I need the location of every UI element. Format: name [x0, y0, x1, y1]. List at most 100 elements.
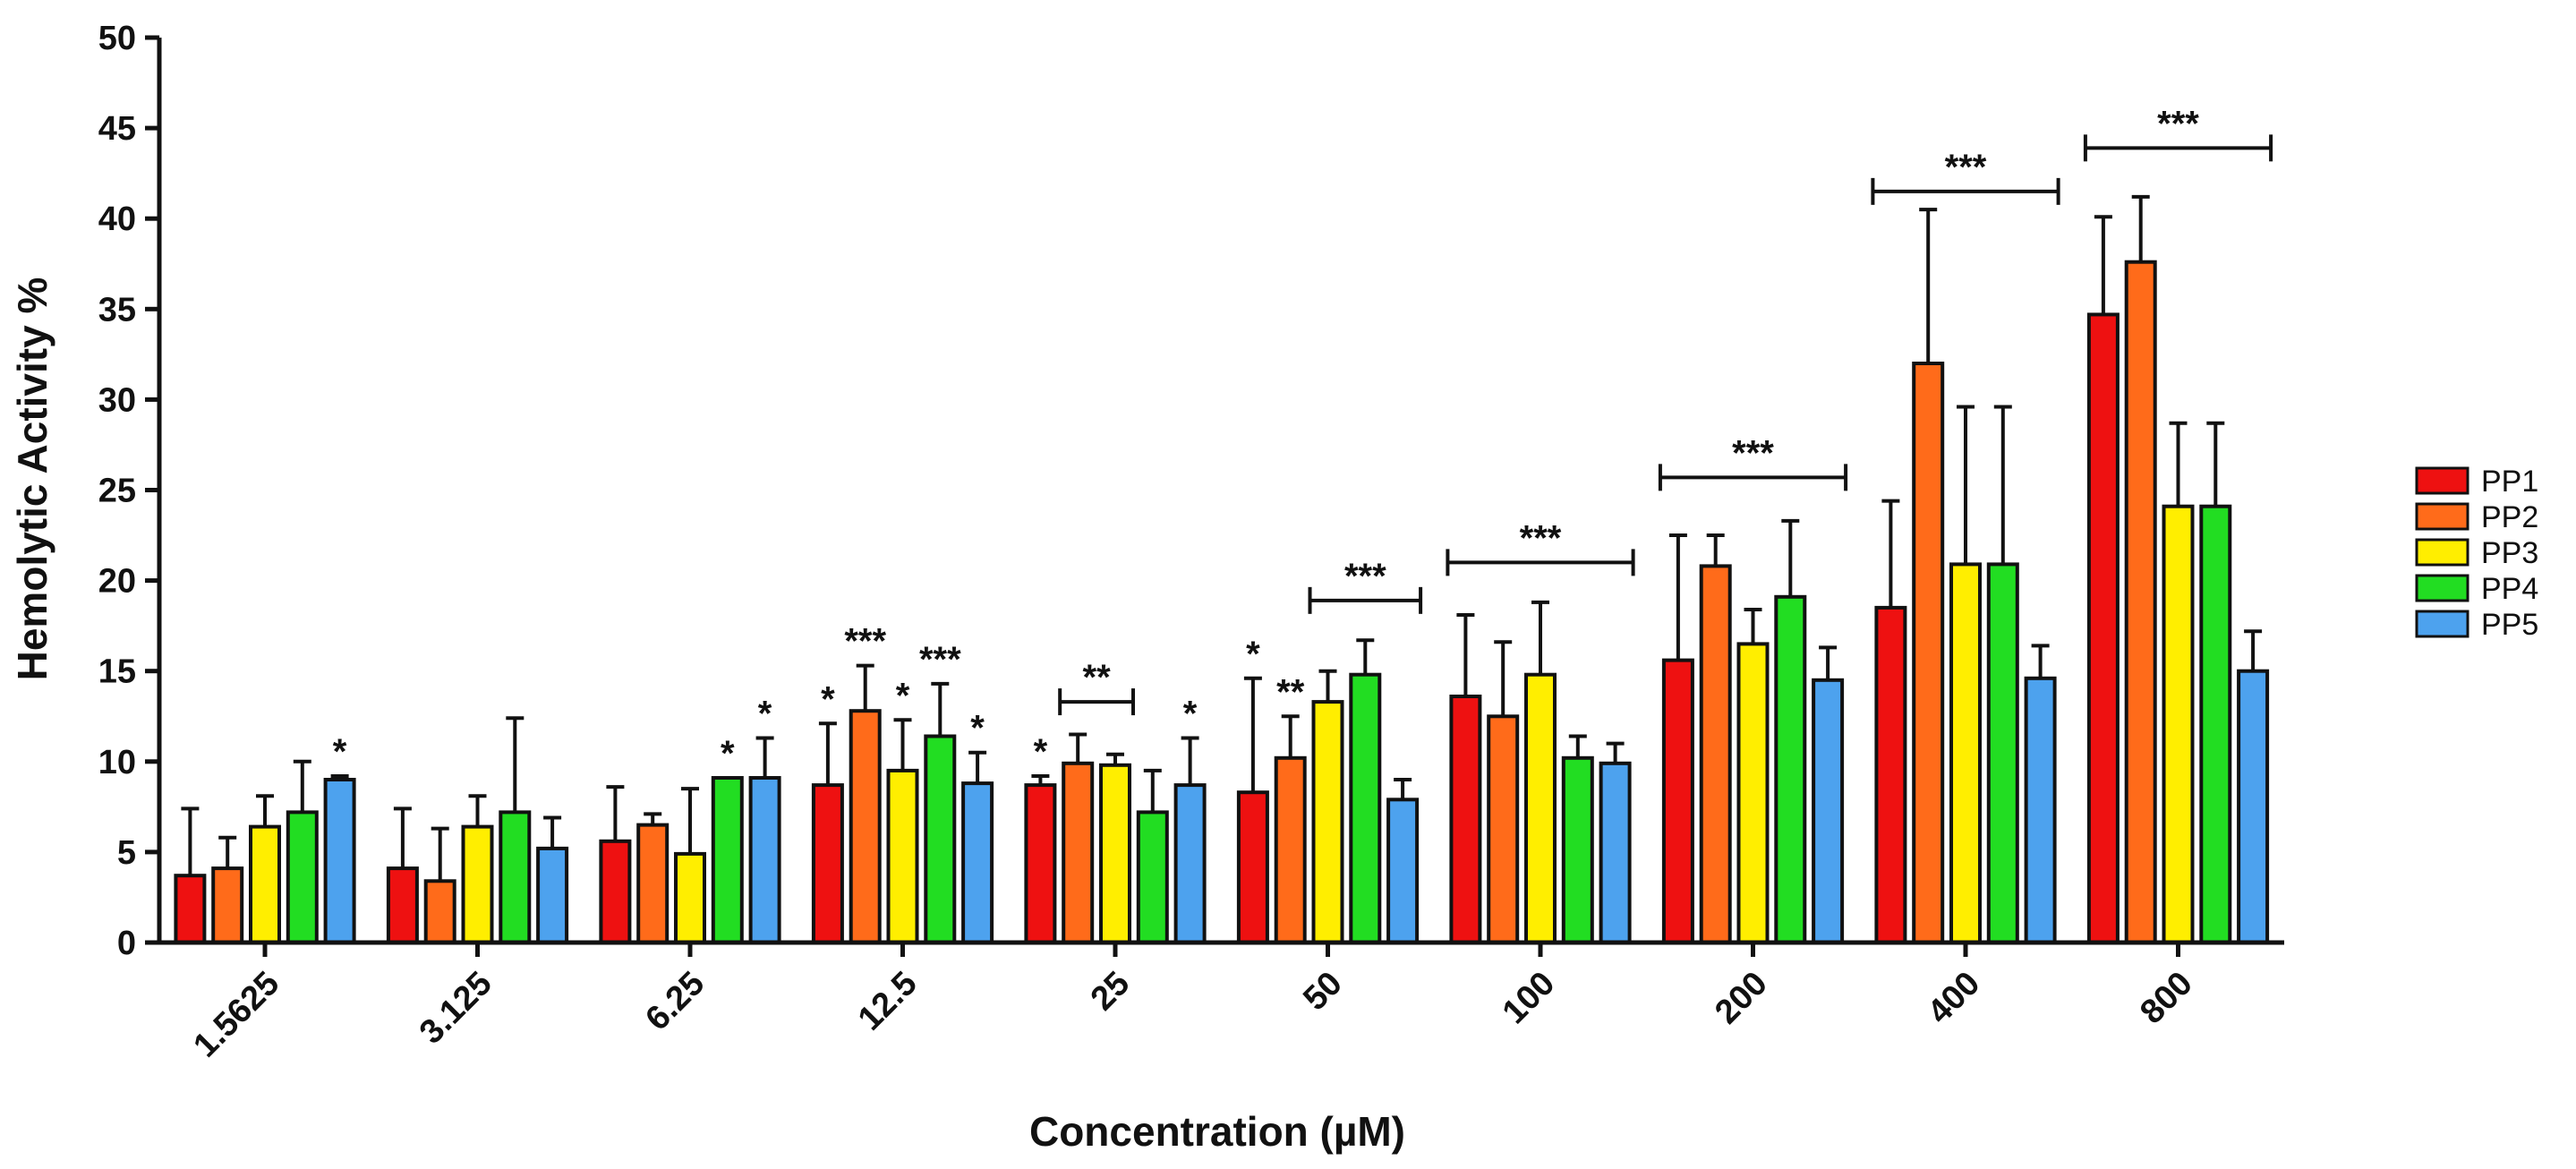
x-tick-label-200: 200: [1708, 965, 1775, 1032]
y-tick-label-15: 15: [98, 653, 136, 691]
legend-item-pp2: PP2: [2415, 500, 2538, 534]
bracket-label: ***: [1344, 557, 1386, 596]
bar-pp1-25: [1024, 783, 1057, 944]
bars-layer: [174, 260, 2270, 945]
y-tick-label-30: 30: [98, 381, 136, 419]
bar-pp4-50: [1349, 672, 1382, 944]
x-tick-label-50: 50: [1296, 965, 1350, 1019]
y-tick-label-25: 25: [98, 473, 136, 510]
bar-pp3-800: [2162, 504, 2195, 944]
x-tick-label-12.5: 12.5: [851, 965, 925, 1038]
bar-pp4-800: [2199, 504, 2232, 944]
significance-bracket-100: ***: [1446, 518, 1635, 576]
legend-label-pp1: PP1: [2481, 465, 2538, 499]
legend-label-pp3: PP3: [2481, 536, 2538, 570]
y-tick-label-50: 50: [98, 20, 136, 57]
significance-bracket-50: ***: [1308, 557, 1423, 614]
bar-pp5-50: [1386, 798, 1420, 944]
bar-pp1-3.125: [386, 866, 419, 944]
x-tick-label-1.5625: 1.5625: [186, 965, 286, 1065]
bracket-label: ***: [1732, 433, 1774, 473]
bar-pp1-200: [1661, 658, 1694, 944]
significance-marker-pp1-25: *: [1034, 732, 1048, 772]
bar-pp4-6.25: [711, 776, 744, 944]
legend-label-pp2: PP2: [2481, 500, 2538, 534]
bar-pp2-25: [1062, 761, 1095, 944]
bar-pp3-25: [1099, 763, 1131, 944]
bar-pp2-1.5625: [211, 866, 244, 944]
bar-pp1-400: [1874, 605, 1907, 945]
bar-pp5-3.125: [536, 846, 569, 945]
error-bars-layer: [181, 194, 2263, 882]
bar-pp1-1.5625: [174, 874, 207, 945]
significance-marker-pp1-12.5: *: [821, 679, 835, 719]
significance-bracket-400: ***: [1871, 148, 2060, 205]
bar-pp4-400: [1986, 562, 2019, 945]
bar-pp1-6.25: [599, 839, 632, 944]
significance-marker-pp4-6.25: *: [721, 734, 735, 773]
bar-pp2-200: [1699, 564, 1732, 945]
x-tick-label-400: 400: [1921, 965, 1988, 1032]
significance-marker-pp5-25: *: [1183, 695, 1198, 734]
bar-pp2-6.25: [636, 823, 670, 944]
x-tick-label-100: 100: [1496, 965, 1563, 1032]
bar-pp5-25: [1173, 783, 1207, 944]
bar-pp4-25: [1136, 810, 1169, 945]
significance-marker-pp5-6.25: *: [758, 695, 772, 734]
bar-pp1-800: [2086, 312, 2120, 944]
bar-pp2-400: [1912, 362, 1945, 944]
bar-pp2-100: [1487, 714, 1520, 945]
x-tick-label-800: 800: [2133, 965, 2200, 1032]
y-tick-label-45: 45: [98, 110, 136, 148]
significance-marker-pp3-12.5: *: [896, 676, 910, 715]
bar-pp5-200: [1812, 678, 1845, 944]
bar-pp1-12.5: [811, 783, 844, 944]
significance-bracket-800: ***: [2083, 104, 2273, 162]
bar-pp3-1.5625: [249, 824, 281, 944]
significance-marker-pp2-12.5: ***: [844, 622, 886, 661]
x-axis-title: Concentration (µM): [1029, 1108, 1405, 1155]
significance-marker-pp1-50: *: [1246, 635, 1260, 674]
legend-swatch-pp3: [2415, 538, 2469, 567]
significance-marker-pp5-12.5: *: [970, 709, 985, 748]
bar-pp4-12.5: [924, 734, 957, 944]
bracket-label: ***: [2157, 104, 2199, 143]
bar-pp2-50: [1274, 755, 1307, 944]
bar-pp2-3.125: [423, 879, 456, 944]
y-tick-label-5: 5: [117, 834, 136, 872]
bar-pp2-12.5: [849, 709, 882, 944]
bar-pp3-3.125: [461, 824, 494, 944]
bar-pp3-12.5: [886, 768, 919, 945]
y-tick-label-35: 35: [98, 291, 136, 329]
x-tick-label-3.125: 3.125: [413, 965, 499, 1052]
bracket-label: ***: [1520, 518, 1562, 558]
bar-pp3-200: [1736, 642, 1770, 945]
x-tick-label-25: 25: [1084, 965, 1138, 1019]
bar-pp4-1.5625: [286, 810, 319, 945]
bar-pp3-50: [1311, 700, 1344, 944]
legend-swatch-pp5: [2415, 610, 2469, 638]
bar-pp4-200: [1774, 594, 1807, 944]
legend-item-pp4: PP4: [2415, 572, 2538, 606]
y-tick-label-0: 0: [117, 925, 136, 962]
y-tick-label-10: 10: [98, 744, 136, 781]
bar-pp5-100: [1599, 761, 1632, 944]
y-axis-title: Hemolytic Activity %: [9, 277, 55, 681]
bracket-label: ***: [1945, 148, 1987, 187]
significance-layer: * ** *******************************: [333, 104, 2273, 773]
bar-pp3-400: [1949, 562, 1982, 945]
significance-marker-pp2-50: **: [1276, 672, 1305, 712]
legend-label-pp4: PP4: [2481, 572, 2538, 606]
bar-pp4-100: [1561, 755, 1594, 944]
bar-pp5-1.5625: [323, 778, 356, 944]
bar-pp4-3.125: [499, 810, 532, 945]
significance-bracket-25: **: [1058, 658, 1135, 716]
bar-pp3-6.25: [674, 851, 706, 945]
bar-pp1-50: [1236, 790, 1269, 945]
significance-marker-pp4-12.5: ***: [919, 640, 961, 679]
bracket-label: **: [1083, 658, 1112, 697]
bar-pp3-100: [1524, 672, 1557, 944]
legend-item-pp5: PP5: [2415, 608, 2538, 642]
bar-pp5-800: [2237, 669, 2270, 944]
